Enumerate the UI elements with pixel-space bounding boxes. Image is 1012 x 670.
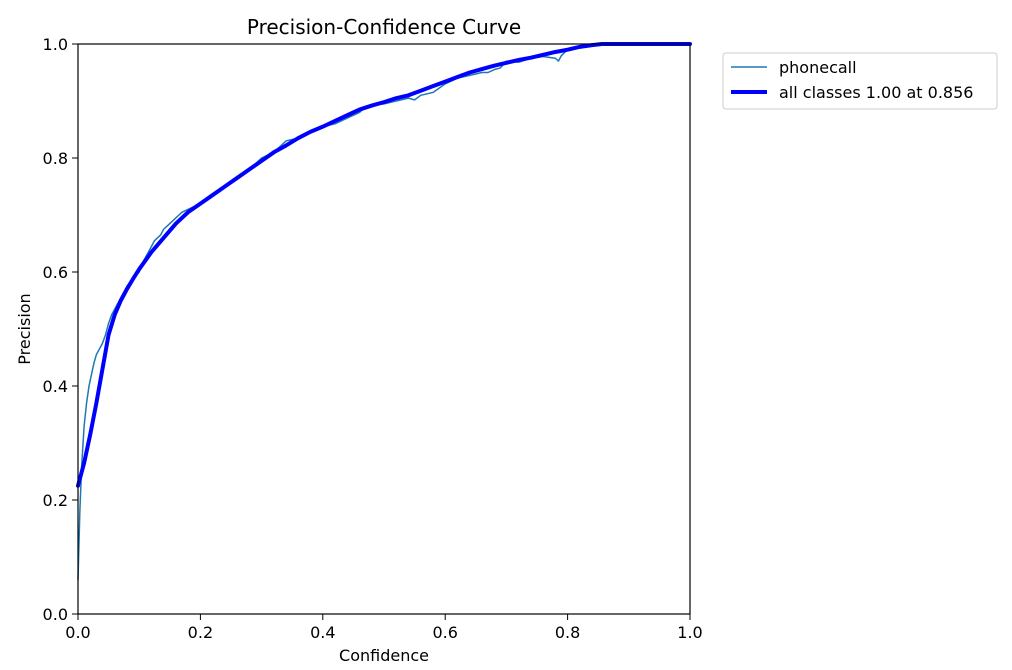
series-line-all-classes	[76, 42, 692, 488]
x-axis-label: Confidence	[339, 646, 429, 665]
x-tick-label: 1.0	[677, 623, 702, 642]
chart-title: Precision-Confidence Curve	[247, 15, 521, 39]
y-axis-label: Precision	[15, 293, 34, 364]
x-tick-label: 0.0	[65, 623, 90, 642]
plot-background	[78, 44, 690, 614]
legend-label-phonecall: phonecall	[779, 58, 857, 77]
legend: phonecall all classes 1.00 at 0.856	[722, 52, 998, 110]
x-tick-label: 0.2	[188, 623, 213, 642]
y-tick-label: 0.8	[43, 149, 68, 168]
y-tick-label: 0.2	[43, 491, 68, 510]
x-tick-label: 0.6	[432, 623, 457, 642]
y-tick-label: 0.4	[43, 377, 68, 396]
plot-frame	[77, 43, 691, 615]
legend-box	[722, 52, 998, 110]
plot-area	[76, 42, 692, 615]
y-tick-label: 1.0	[43, 35, 68, 54]
y-axis: 0.0 0.2 0.4 0.6 0.8 1.0	[43, 35, 78, 624]
y-tick-label: 0.6	[43, 263, 68, 282]
legend-label-all-classes: all classes 1.00 at 0.856	[779, 83, 973, 102]
x-tick-label: 0.4	[310, 623, 335, 642]
x-tick-label: 0.8	[555, 623, 580, 642]
y-tick-label: 0.0	[43, 605, 68, 624]
series-layer	[76, 42, 692, 581]
x-axis: 0.0 0.2 0.4 0.6 0.8 1.0	[65, 614, 703, 642]
